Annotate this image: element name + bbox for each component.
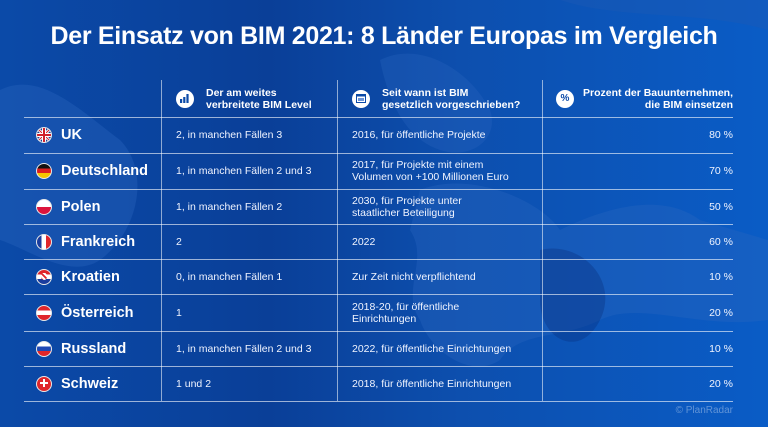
bim-level-cell: 1 und 2 bbox=[176, 377, 212, 390]
country-name: Österreich bbox=[61, 304, 134, 321]
table-row-kroatien: Kroatien 0, in manchen Fällen 1 Zur Zeit… bbox=[24, 259, 733, 294]
poland-flag-icon bbox=[36, 198, 52, 215]
germany-flag-icon bbox=[36, 163, 52, 179]
mandatory-text: Volumen von +100 Millionen Euro bbox=[352, 171, 509, 183]
percent-cell: 20 % bbox=[709, 377, 733, 390]
austria-flag-icon bbox=[36, 304, 52, 321]
mandatory-text: 2017, für Projekte mit einem bbox=[352, 159, 484, 171]
country-name: Frankreich bbox=[61, 233, 136, 250]
mandatory-cell: 2018, für öffentliche Einrichtungen bbox=[352, 366, 511, 401]
mandatory-text: 2016, für öffentliche Projekte bbox=[352, 129, 486, 141]
column-header-percent: % Prozent der Bauunternehmen, die BIM ei… bbox=[556, 80, 733, 117]
percent-cell: 20 % bbox=[709, 306, 733, 319]
row-divider bbox=[24, 294, 733, 295]
row-divider bbox=[24, 189, 733, 190]
mandatory-cell: Zur Zeit nicht verpflichtend bbox=[352, 259, 476, 294]
bim-level-cell: 2, in manchen Fällen 3 bbox=[176, 129, 283, 141]
percent-cell: 10 % bbox=[709, 270, 733, 283]
mandatory-text: 2018-20, für öffentliche bbox=[352, 300, 460, 313]
mandatory-text: Zur Zeit nicht verpflichtend bbox=[352, 270, 476, 283]
country-name: Kroatien bbox=[61, 268, 120, 285]
country-name: Deutschland bbox=[61, 163, 149, 179]
country-name: Polen bbox=[61, 198, 101, 215]
country-name: Schweiz bbox=[61, 375, 119, 392]
mandatory-cell: 2022, für öffentliche Einrichtungen bbox=[352, 331, 511, 366]
table-row-oesterreich: Österreich 1 2018-20, für öffentliche Ei… bbox=[24, 294, 733, 331]
table-row-polen: Polen 1, in manchen Fällen 2 2030, für P… bbox=[24, 189, 733, 224]
mandatory-text: 2022 bbox=[352, 235, 376, 248]
row-divider bbox=[24, 259, 733, 260]
column-header-label: verbreitete BIM Level bbox=[206, 98, 312, 111]
row-divider bbox=[24, 331, 733, 332]
page-title: Der Einsatz von BIM 2021: 8 Länder Europ… bbox=[50, 22, 718, 50]
column-header-label: Der am weites bbox=[206, 86, 277, 99]
country-name: UK bbox=[61, 127, 82, 143]
table-row-frankreich: Frankreich 2 2022 60 % bbox=[24, 224, 733, 259]
column-header-label: gesetzlich vorgeschrieben? bbox=[382, 98, 521, 111]
percent-cell: 70 % bbox=[709, 165, 733, 177]
row-divider bbox=[24, 224, 733, 225]
bar-chart-icon bbox=[176, 89, 194, 108]
percent-cell: 80 % bbox=[709, 129, 733, 141]
column-divider bbox=[337, 80, 338, 401]
row-divider bbox=[24, 117, 733, 118]
mandatory-cell: 2017, für Projekte mit einem Volumen von… bbox=[352, 153, 509, 189]
bim-level-cell: 0, in manchen Fällen 1 bbox=[176, 270, 283, 283]
russia-flag-icon bbox=[36, 340, 52, 357]
mandatory-text: Einrichtungen bbox=[352, 312, 417, 325]
bim-level-cell: 1 bbox=[176, 306, 182, 319]
column-header-bim-level: Der am weites verbreitete BIM Level bbox=[176, 80, 336, 117]
mandatory-text: 2018, für öffentliche Einrichtungen bbox=[352, 377, 512, 390]
calendar-icon bbox=[352, 89, 370, 108]
column-divider bbox=[161, 80, 162, 401]
mandatory-text: 2030, für Projekte unter bbox=[352, 194, 462, 207]
column-divider bbox=[542, 80, 543, 401]
uk-flag-icon bbox=[36, 127, 52, 143]
bim-level-cell: 1, in manchen Fällen 2 bbox=[176, 200, 283, 213]
bim-level-cell: 2 bbox=[176, 235, 182, 248]
percent-icon: % bbox=[556, 89, 574, 108]
table-row-schweiz: Schweiz 1 und 2 2018, für öffentliche Ei… bbox=[24, 366, 733, 401]
row-divider bbox=[24, 366, 733, 367]
mandatory-cell: 2030, für Projekte unter staatlicher Bet… bbox=[352, 189, 462, 224]
percent-cell: 50 % bbox=[709, 200, 733, 213]
copyright-footer: © PlanRadar bbox=[675, 405, 733, 416]
mandatory-cell: 2016, für öffentliche Projekte bbox=[352, 117, 485, 153]
table-row-russland: Russland 1, in manchen Fällen 2 und 3 20… bbox=[24, 331, 733, 366]
percent-cell: 60 % bbox=[709, 235, 733, 248]
table-row-deutschland: Deutschland 1, in manchen Fällen 2 und 3… bbox=[24, 153, 733, 189]
column-header-label: Seit wann ist BIM bbox=[382, 86, 469, 99]
percent-cell: 10 % bbox=[709, 342, 733, 355]
table-row-uk: UK 2, in manchen Fällen 3 2016, für öffe… bbox=[24, 117, 733, 153]
column-header-label: die BIM einsetzen bbox=[644, 98, 733, 111]
country-name: Russland bbox=[61, 340, 127, 357]
france-flag-icon bbox=[36, 233, 52, 250]
row-divider bbox=[24, 153, 733, 154]
mandatory-text: staatlicher Beteiligung bbox=[352, 206, 455, 219]
column-header-label: Prozent der Bauunternehmen, bbox=[583, 86, 733, 99]
switzerland-flag-icon bbox=[36, 375, 52, 392]
column-header-mandatory-since: Seit wann ist BIM gesetzlich vorgeschrie… bbox=[352, 80, 542, 117]
mandatory-cell: 2022 bbox=[352, 224, 375, 259]
bim-level-cell: 1, in manchen Fällen 2 und 3 bbox=[176, 165, 312, 177]
croatia-flag-icon bbox=[36, 268, 52, 285]
row-divider bbox=[24, 401, 733, 402]
bim-level-cell: 1, in manchen Fällen 2 und 3 bbox=[176, 342, 312, 355]
mandatory-cell: 2018-20, für öffentliche Einrichtungen bbox=[352, 294, 459, 331]
mandatory-text: 2022, für öffentliche Einrichtungen bbox=[352, 342, 512, 355]
